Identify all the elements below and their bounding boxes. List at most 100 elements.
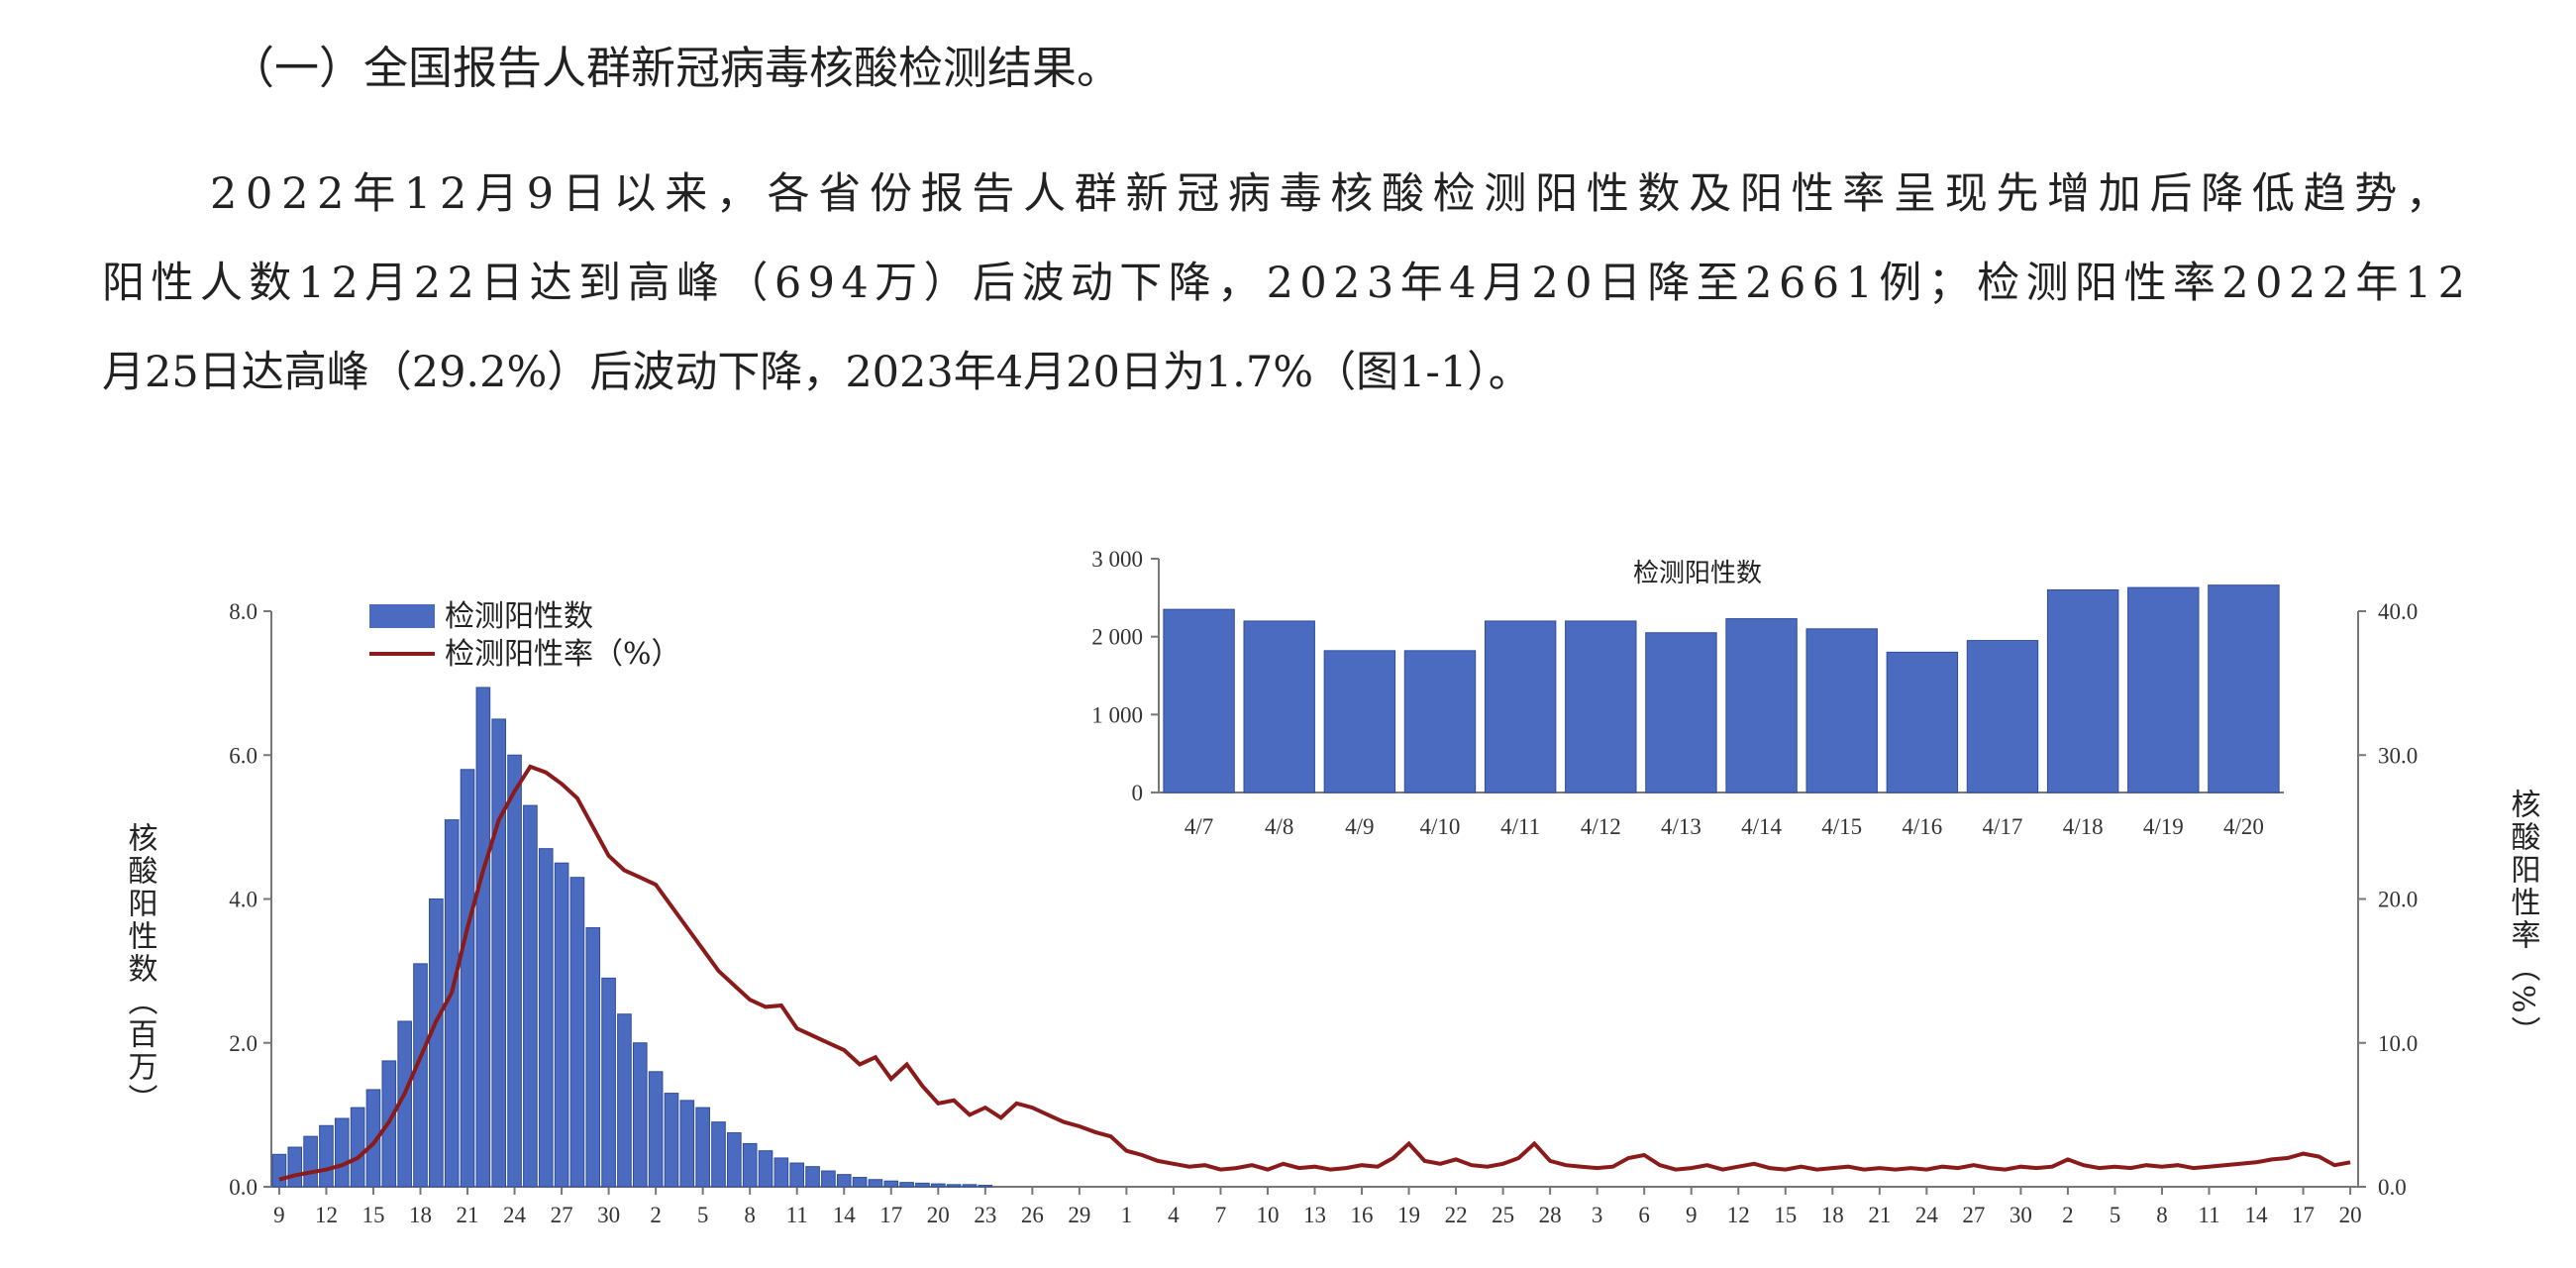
x-tick-label: 4/18: [2063, 814, 2104, 839]
bar: [350, 1107, 365, 1188]
x-tick-label: 21: [1868, 1203, 1891, 1227]
bar: [1403, 650, 1477, 793]
bar: [648, 1071, 664, 1188]
x-tick-label: 7: [1215, 1203, 1227, 1227]
x-tick-label: 18: [1821, 1203, 1844, 1227]
bar: [334, 1117, 350, 1188]
bar: [475, 687, 491, 1188]
x-tick-label: 4/10: [1420, 814, 1461, 839]
bar: [915, 1182, 930, 1188]
x-tick-label: 16: [1351, 1203, 1374, 1227]
bar: [899, 1182, 914, 1188]
bar: [1886, 651, 1959, 793]
x-tick-label: 4: [1168, 1203, 1180, 1227]
bar: [2208, 584, 2280, 793]
x-tick-label: 13: [1303, 1203, 1326, 1227]
x-tick-label: 28: [1539, 1203, 1562, 1227]
x-tick-label: 17: [2292, 1203, 2315, 1227]
x-tick-label: 27: [551, 1203, 573, 1227]
x-tick-label: 3: [1592, 1203, 1603, 1227]
paragraph-line: 月25日达高峰（29.2%）后波动下降，2023年4月20日为1.7%（图1-1…: [102, 348, 1531, 397]
bar: [429, 898, 444, 1188]
x-tick-label: 30: [2009, 1203, 2032, 1227]
y-axis-title: 核酸阳性数（百万）: [123, 822, 158, 1116]
line: [278, 764, 2351, 1182]
bar: [303, 1135, 318, 1188]
x-tick-label: 4/9: [1345, 814, 1374, 839]
bar: [821, 1170, 836, 1188]
y2-tick-label: 0.0: [2378, 1175, 2407, 1200]
x-tick-label: 27: [1962, 1203, 1985, 1227]
x-tick-label: 15: [361, 1203, 384, 1227]
y-tick-label: 8.0: [229, 599, 258, 624]
y2-tick-label: 30.0: [2378, 743, 2418, 768]
x-tick-label: 25: [1492, 1203, 1514, 1227]
bar: [491, 718, 507, 1188]
x-tick-label: 8: [744, 1203, 756, 1227]
x-tick-label: 2: [2062, 1203, 2074, 1227]
bar: [711, 1121, 726, 1188]
x-tick-label: 4/14: [1741, 814, 1782, 839]
x-tick-label: 5: [697, 1203, 709, 1227]
y-tick-label: 6.0: [229, 743, 258, 768]
inset-y-tick-label: 1 000: [1091, 702, 1143, 727]
x-tick-label: 11: [2198, 1203, 2219, 1227]
bar: [585, 927, 601, 1188]
x-tick-label: 2: [650, 1203, 662, 1227]
bar: [727, 1132, 742, 1188]
x-tick-label: 4/13: [1661, 814, 1701, 839]
x-tick-label: 15: [1774, 1203, 1797, 1227]
y-tick-label: 4.0: [229, 888, 258, 912]
x-tick-label: 6: [1638, 1203, 1650, 1227]
bar: [1966, 640, 2039, 793]
bar: [523, 804, 538, 1188]
x-tick-label: 14: [2245, 1203, 2269, 1227]
bar: [836, 1174, 852, 1188]
bar: [773, 1157, 789, 1188]
bar: [978, 1185, 993, 1188]
x-tick-label: 12: [315, 1203, 338, 1227]
x-tick-label: 30: [597, 1203, 620, 1227]
inset-y-tick-label: 2 000: [1091, 625, 1143, 650]
x-tick-label: 4/19: [2143, 814, 2184, 839]
bar: [695, 1107, 710, 1188]
x-tick-label: 4/16: [1902, 814, 1942, 839]
bar: [287, 1146, 303, 1188]
x-tick-label: 1: [1121, 1203, 1133, 1227]
x-tick-label: 4/12: [1581, 814, 1621, 839]
x-tick-label: 11: [786, 1203, 808, 1227]
heading: （一）全国报告人群新冠病毒核酸检测结果。: [230, 42, 1121, 94]
bar: [617, 1013, 632, 1188]
bar: [2127, 586, 2200, 793]
bar: [852, 1177, 868, 1188]
inset-y-tick-label: 0: [1132, 781, 1144, 805]
x-tick-label: 19: [1397, 1203, 1420, 1227]
x-tick-label: 20: [2339, 1203, 2362, 1227]
paragraph-line: 2022年12月9日以来，各省份报告人群新冠病毒核酸检测阳性数及阳性率呈现先增加…: [210, 169, 2448, 219]
bar: [507, 754, 522, 1188]
x-tick-label: 14: [833, 1203, 857, 1227]
y2-tick-label: 10.0: [2378, 1031, 2418, 1056]
x-tick-label: 4/15: [1821, 814, 1862, 839]
bar: [2046, 588, 2119, 793]
bar: [930, 1183, 946, 1188]
bar: [1565, 620, 1637, 793]
bar: [742, 1142, 758, 1188]
bar: [413, 963, 428, 1188]
bar: [569, 877, 585, 1188]
x-tick-label: 5: [2110, 1203, 2121, 1227]
bar: [679, 1100, 695, 1188]
bar: [319, 1124, 334, 1188]
bar: [365, 1089, 381, 1188]
bar: [1323, 650, 1396, 793]
x-tick-label: 26: [1021, 1203, 1044, 1227]
x-tick-label: 4/11: [1500, 814, 1540, 839]
y-tick-label: 0.0: [229, 1175, 258, 1200]
bar: [1645, 632, 1717, 793]
x-tick-label: 4/17: [1983, 814, 2023, 839]
bar: [1805, 628, 1878, 793]
x-tick-label: 24: [1915, 1203, 1939, 1227]
bar: [1163, 608, 1235, 793]
bar: [271, 1153, 287, 1188]
